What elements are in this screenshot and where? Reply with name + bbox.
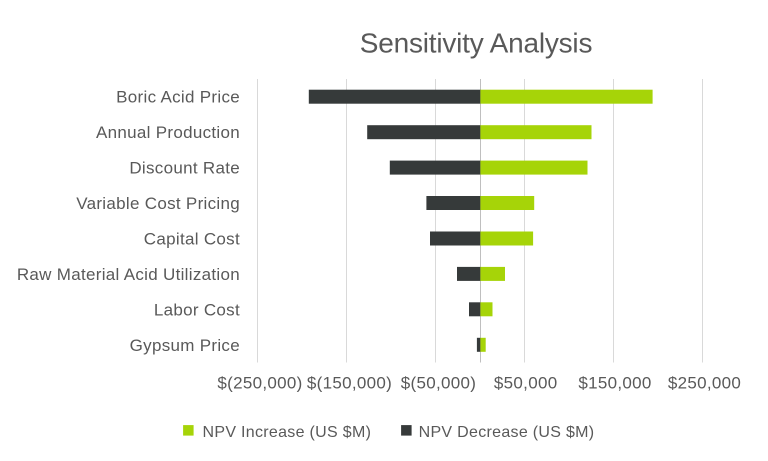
- svg-text:Annual Production: Annual Production: [96, 123, 240, 142]
- svg-text:Raw Material Acid Utilization: Raw Material Acid Utilization: [17, 265, 240, 284]
- svg-text:Discount Rate: Discount Rate: [129, 159, 240, 178]
- svg-text:$(250,000): $(250,000): [217, 374, 302, 393]
- svg-text:Sensitivity Analysis: Sensitivity Analysis: [360, 28, 593, 59]
- svg-text:Variable Cost Pricing: Variable Cost Pricing: [76, 194, 240, 213]
- svg-text:Boric Acid Price: Boric Acid Price: [116, 88, 240, 107]
- svg-text:$50,000: $50,000: [494, 374, 558, 393]
- svg-text:$250,000: $250,000: [668, 374, 741, 393]
- svg-text:Labor Cost: Labor Cost: [154, 300, 240, 319]
- svg-text:$150,000: $150,000: [578, 374, 651, 393]
- svg-text:NPV Decrease (US $M): NPV Decrease (US $M): [419, 424, 595, 441]
- svg-text:Capital Cost: Capital Cost: [144, 230, 240, 249]
- svg-text:NPV Increase (US $M): NPV Increase (US $M): [203, 424, 372, 441]
- svg-text:$(150,000): $(150,000): [307, 374, 392, 393]
- svg-text:$(50,000): $(50,000): [401, 374, 476, 393]
- svg-text:Gypsum Price: Gypsum Price: [130, 336, 240, 355]
